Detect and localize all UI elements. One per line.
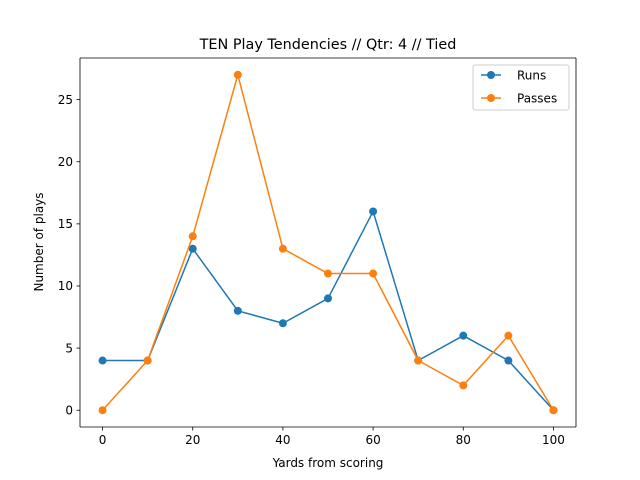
data-point-passes (143, 356, 152, 365)
y-tick-label: 5 (65, 341, 73, 355)
y-tick-label: 0 (65, 403, 73, 417)
x-tick-label: 0 (99, 433, 107, 447)
data-point-runs (233, 306, 242, 315)
x-tick-label: 20 (185, 433, 200, 447)
x-axis-label: Yards from scoring (272, 456, 384, 470)
x-tick-label: 100 (542, 433, 565, 447)
plot-area: 0 20 40 60 80 100 0 5 10 15 20 25 (58, 57, 577, 447)
legend: Runs Passes (472, 64, 570, 111)
x-tick-label: 40 (275, 433, 290, 447)
y-tick-label: 10 (58, 279, 73, 293)
data-point-passes (278, 244, 287, 253)
data-point-passes (504, 331, 513, 340)
legend-marker-runs (487, 71, 495, 79)
data-point-runs (369, 207, 378, 216)
data-point-runs (324, 294, 332, 303)
data-point-runs (504, 356, 513, 365)
legend-label-passes: Passes (517, 91, 557, 105)
data-point-passes (188, 232, 197, 241)
y-tick-label: 20 (58, 155, 73, 169)
data-point-runs (459, 331, 468, 340)
legend-label-runs: Runs (517, 68, 546, 82)
data-point-runs (98, 356, 107, 365)
chart-title: TEN Play Tendencies // Qtr: 4 // Tied (199, 37, 457, 53)
legend-marker-passes (487, 94, 495, 102)
data-point-passes (233, 70, 242, 79)
data-point-passes (459, 381, 468, 390)
data-point-passes (414, 356, 423, 365)
data-point-passes (549, 406, 558, 415)
y-tick-label: 15 (58, 217, 73, 231)
data-point-passes (98, 406, 107, 415)
data-point-passes (324, 269, 332, 278)
x-tick-label: 80 (456, 433, 471, 447)
data-point-passes (369, 269, 378, 278)
y-axis-label: Number of plays (32, 192, 46, 291)
x-tick-label: 60 (365, 433, 380, 447)
y-tick-label: 25 (58, 93, 73, 107)
data-point-runs (188, 244, 197, 253)
data-point-runs (278, 319, 287, 328)
